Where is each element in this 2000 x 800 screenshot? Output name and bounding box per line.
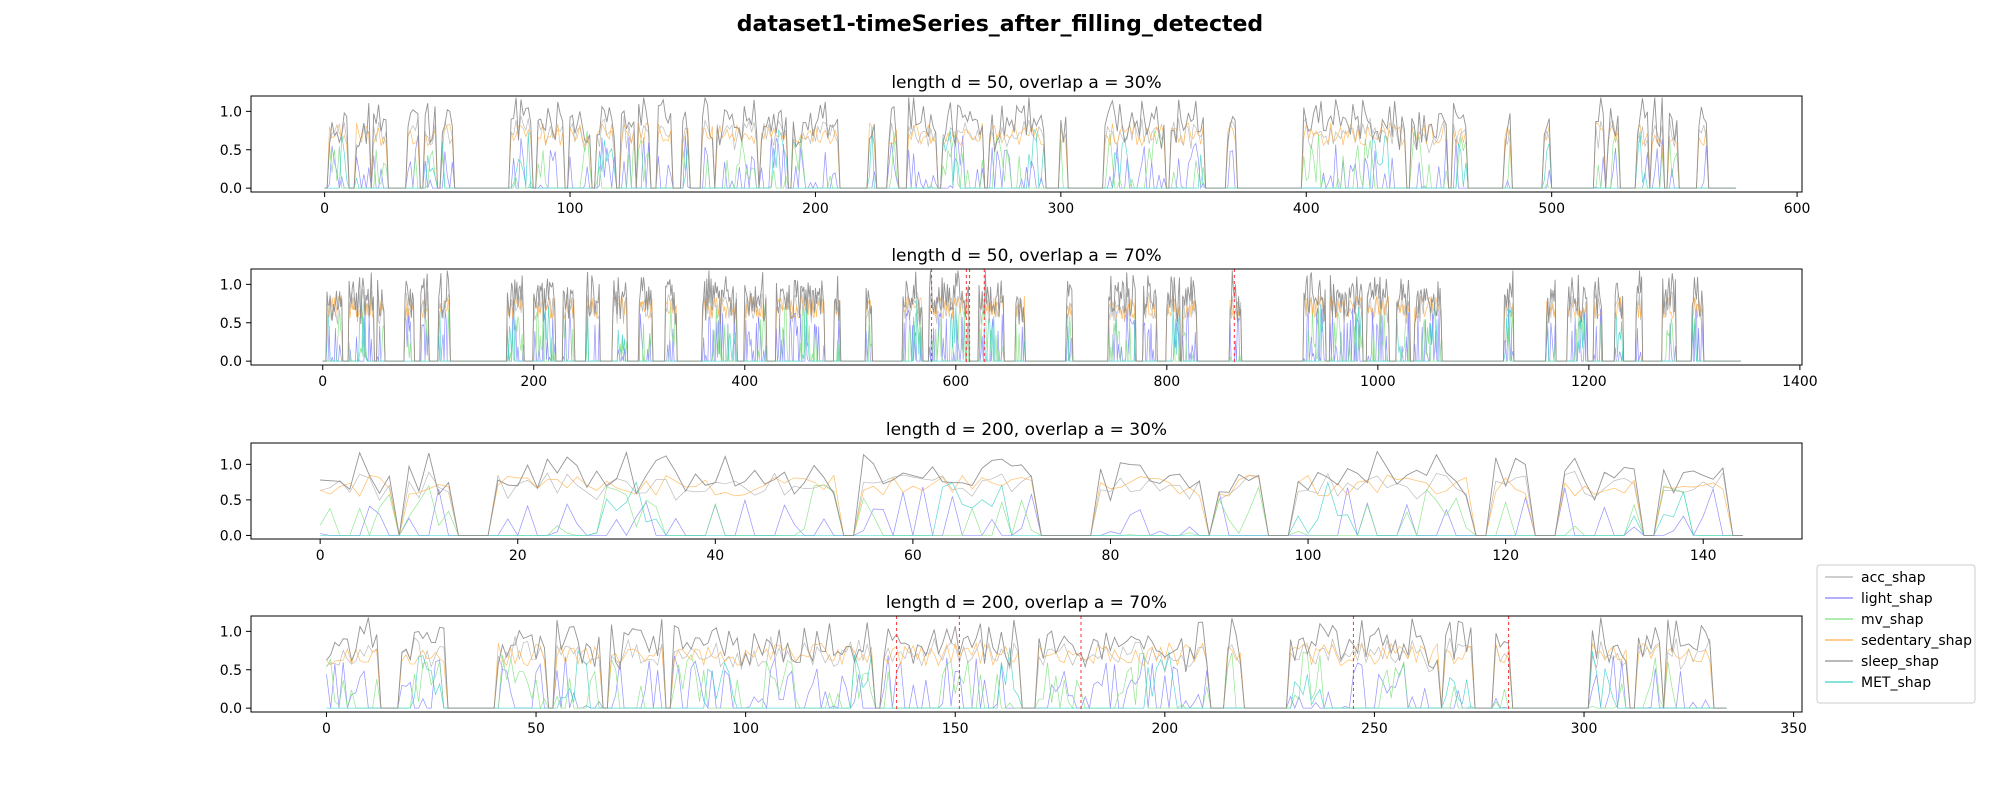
x-tick-label: 100 (557, 201, 584, 217)
x-tick-label: 0 (316, 548, 325, 564)
x-tick-label: 200 (1151, 721, 1178, 737)
y-tick-label: 0.0 (220, 354, 242, 370)
series-lines (324, 97, 1736, 190)
x-tick-label: 1200 (1571, 374, 1607, 390)
legend-label: sleep_shap (1861, 654, 1939, 670)
series-line-MET_shap (322, 299, 1741, 362)
series-line-sedentary_shap (326, 641, 1727, 709)
x-tick-label: 100 (1295, 548, 1322, 564)
y-tick-label: 0.0 (220, 181, 242, 197)
y-tick-label: 1.0 (220, 457, 242, 473)
x-tick-label: 0 (318, 374, 327, 390)
legend: acc_shap light_shap mv_shap sedentary_shaps… (1816, 564, 1976, 704)
series-line-MET_shap (320, 481, 1743, 536)
axes-frame (250, 442, 1803, 540)
series-line-mv_shap (322, 303, 1741, 363)
series-line-sleep_shap (320, 450, 1743, 536)
series-line-sleep_shap (326, 617, 1727, 709)
y-tick-label: 0.0 (220, 701, 242, 717)
subplot-1: length d = 50, overlap a = 30% 0 100 200 300… (220, 73, 1811, 217)
x-tick-label: 600 (1784, 201, 1811, 217)
legend-label: sedentary_shap (1861, 633, 1972, 649)
subplot-2: length d = 50, overlap a = 70% 0 200 400 600… (220, 246, 1818, 390)
subplots: length d = 50, overlap a = 30%0 100 200 300… (220, 73, 1818, 737)
x-tick-label: 350 (1780, 721, 1807, 737)
series-line-sleep_shap (324, 97, 1736, 189)
series-line-acc_shap (322, 289, 1741, 362)
y-tick-label: 1.0 (220, 104, 242, 120)
x-tick-label: 150 (942, 721, 969, 737)
x-tick-label: 300 (1047, 201, 1074, 217)
axes-frame (250, 615, 1803, 713)
legend-box (1816, 564, 1976, 704)
axes-frame (250, 95, 1803, 193)
x-tick-label: 600 (942, 374, 969, 390)
figure-title: dataset1-timeSeries_after_filling_detect… (737, 12, 1263, 37)
x-tick-label: 80 (1102, 548, 1120, 564)
series-lines (322, 270, 1741, 363)
x-tick-label: 250 (1361, 721, 1388, 737)
x-tick-label: 400 (1293, 201, 1320, 217)
subplot-3: length d = 200, overlap a = 30% 0 20 40 60 80… (220, 420, 1803, 564)
x-tick-label: 60 (904, 548, 922, 564)
x-tick-label: 120 (1492, 548, 1519, 564)
y-tick-label: 1.0 (220, 277, 242, 293)
y-tick-label: 1.0 (220, 624, 242, 640)
y-tick-label: 0.5 (220, 663, 242, 679)
legend-label: light_shap (1861, 591, 1933, 607)
x-tick-label: 300 (1571, 721, 1598, 737)
y-tick-label: 0.0 (220, 528, 242, 544)
y-tick-label: 0.5 (220, 493, 242, 509)
series-line-acc_shap (320, 470, 1743, 536)
subplot-title: length d = 50, overlap a = 30% (891, 73, 1161, 93)
legend-label: acc_shap (1861, 570, 1926, 586)
series-line-light_shap (322, 307, 1741, 363)
y-tick-label: 0.5 (220, 143, 242, 159)
subplot-title: length d = 200, overlap a = 30% (886, 420, 1167, 440)
x-tick-label: 20 (509, 548, 527, 564)
x-tick-label: 1000 (1360, 374, 1396, 390)
series-lines (326, 617, 1727, 710)
x-tick-label: 0 (320, 201, 329, 217)
series-lines (319, 450, 1743, 537)
axes-frame (250, 268, 1803, 366)
x-tick-label: 40 (706, 548, 724, 564)
x-tick-label: 100 (732, 721, 759, 737)
series-line-sedentary_shap (320, 474, 1743, 536)
x-tick-label: 200 (802, 201, 829, 217)
x-tick-label: 0 (322, 721, 331, 737)
legend-label: MET_shap (1861, 675, 1931, 691)
x-tick-label: 500 (1538, 201, 1565, 217)
series-line-mv_shap (326, 651, 1727, 710)
x-tick-label: 1400 (1782, 374, 1818, 390)
legend-label: mv_shap (1861, 612, 1924, 628)
x-tick-label: 400 (731, 374, 758, 390)
x-tick-label: 800 (1153, 374, 1180, 390)
x-tick-label: 50 (527, 721, 545, 737)
subplot-title: length d = 200, overlap a = 70% (886, 593, 1167, 613)
subplot-title: length d = 50, overlap a = 70% (891, 246, 1161, 266)
subplot-4: length d = 200, overlap a = 70% 0 50 100 150… (220, 593, 1807, 737)
series-line-sleep_shap (322, 270, 1741, 362)
y-tick-label: 0.5 (220, 316, 242, 332)
x-tick-label: 200 (520, 374, 547, 390)
series-line-mv_shap (319, 484, 1743, 537)
x-tick-label: 140 (1690, 548, 1717, 564)
